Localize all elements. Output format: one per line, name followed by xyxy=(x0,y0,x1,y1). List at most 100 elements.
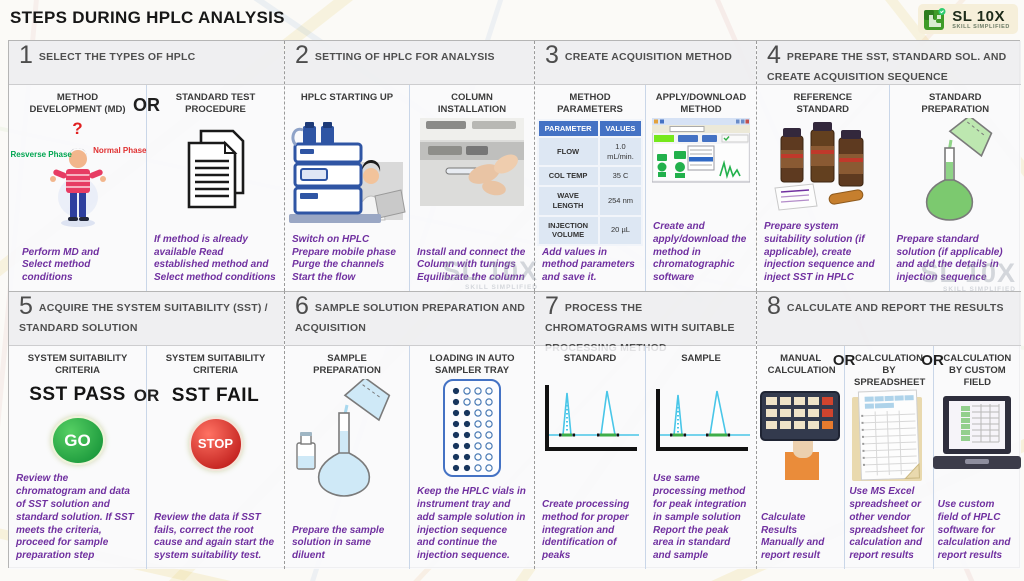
logo-name: SL 10X xyxy=(952,7,1005,25)
cell-caption: Use custom field of HPLC software for ca… xyxy=(937,499,1011,562)
cell-caption: Use same processing method for peak inte… xyxy=(653,473,747,562)
panel-3-header: 3 CREATE ACQUISITION METHOD xyxy=(535,41,756,85)
panel-8-title: CALCULATE AND REPORT THE RESULTS xyxy=(786,302,1004,314)
chromatography-software-screenshot xyxy=(652,116,750,208)
panel-1-header: 1 SELECT THE TYPES OF HPLC xyxy=(9,41,284,85)
laptop-spreadsheet-icon xyxy=(931,389,1023,487)
panel-1-title: SELECT THE TYPES OF HPLC xyxy=(38,51,196,63)
cell-caption: Create and apply/download the method in … xyxy=(653,221,747,284)
cell-caption: Prepare system suitability solution (if … xyxy=(764,221,875,284)
cell-hplc-starting-up: HPLC STARTING UP xyxy=(285,85,409,291)
cell-heading: METHOD PARAMETERS xyxy=(557,92,623,115)
cell-column-installation: COLUMN INSTALLATION xyxy=(409,85,534,291)
cell-heading: STANDARD TEST PROCEDURE xyxy=(175,92,256,115)
cell-heading: METHOD DEVELOPMENT (MD) xyxy=(29,92,126,115)
cell-method-development: METHOD DEVELOPMENT (MD) ? Resverse Phase… xyxy=(9,85,147,291)
panel-process-chromatograms: 7 PROCESS THE CHROMATOGRAMS WITH SUITABLE… xyxy=(534,291,756,569)
logo-tagline: SKILL SIMPLIFIED xyxy=(952,23,1010,30)
cell-caption: Install and connect the Column with tuni… xyxy=(417,246,526,284)
documents-icon xyxy=(177,116,255,228)
or-label: OR xyxy=(832,352,856,369)
values-col-header: VALUES xyxy=(597,118,644,138)
cell-heading: HPLC STARTING UP xyxy=(300,92,394,103)
panel-prepare-sst-standard: 4 PREPARE THE SST, STANDARD SOL. AND CREA… xyxy=(756,41,1021,291)
panel-2-number: 2 xyxy=(295,41,309,69)
cell-heading: MANUAL CALCULATION xyxy=(767,353,836,376)
panel-calculate-report: 8 CALCULATE AND REPORT THE RESULTS OR OR … xyxy=(756,291,1023,569)
cell-heading: SAMPLE PREPARATION xyxy=(313,353,381,376)
cell-reference-standard: REFERENCE STANDARD xyxy=(757,85,889,291)
panel-5-header: 5 ACQUIRE THE SYSTEM SUITABILITY (SST) / … xyxy=(9,292,284,346)
table-row: COL TEMP 35 C xyxy=(536,165,644,187)
panel-acquire-sst: 5 ACQUIRE THE SYSTEM SUITABILITY (SST) / … xyxy=(9,291,284,569)
chromatogram-sample-icon xyxy=(650,376,752,468)
panel-8-number: 8 xyxy=(767,292,781,320)
puzzle-icon xyxy=(924,8,946,30)
cell-heading: SYSTEM SUITABILITY CRITERIA xyxy=(27,353,128,376)
cell-heading: CALCULATION BY SPREADSHEET xyxy=(853,353,926,388)
cell-custom-field-calculation: CALCULATION BY CUSTOM FIELD xyxy=(931,346,1023,569)
stop-badge: STOP xyxy=(188,416,243,471)
or-label: OR xyxy=(133,95,160,115)
cell-heading: SAMPLE xyxy=(681,353,721,364)
or-label: OR xyxy=(921,352,944,369)
cell-autosampler-loading: LOADING IN AUTO SAMPLER TRAY xyxy=(409,346,534,569)
panel-5-number: 5 xyxy=(19,292,33,320)
panel-6-title: SAMPLE SOLUTION PREPARATION AND ACQUISIT… xyxy=(295,302,526,334)
cell-caption: Prepare standard solution (if applicable… xyxy=(896,233,1003,284)
panel-sample-preparation: 6 SAMPLE SOLUTION PREPARATION AND ACQUISI… xyxy=(284,291,534,569)
panel-6-number: 6 xyxy=(295,292,309,320)
sample-flask-icon xyxy=(289,377,405,503)
cell-caption: Perform MD and Select method conditions xyxy=(22,246,100,284)
cell-heading: CALCULATION BY CUSTOM FIELD xyxy=(943,353,1012,388)
panel-3-title: CREATE ACQUISITION METHOD xyxy=(564,51,733,63)
cell-caption: Keep the HPLC vials in instrument tray a… xyxy=(417,486,526,562)
panel-7-header: 7 PROCESS THE CHROMATOGRAMS WITH SUITABLE… xyxy=(535,292,756,354)
cell-heading: COLUMN INSTALLATION xyxy=(437,92,507,115)
cell-standard-preparation: STANDARD PREPARATION Prepare xyxy=(888,85,1022,291)
panel-1-number: 1 xyxy=(19,41,33,69)
cell-caption: Review the data if SST fails, correct th… xyxy=(154,511,275,562)
cell-sample-chromatogram: SAMPLE Use same processing method f xyxy=(645,346,756,569)
cell-caption: Prepare the sample solution in same dilu… xyxy=(292,524,385,562)
question-mark: ? xyxy=(72,118,83,138)
param-name: FLOW xyxy=(536,135,600,168)
cell-heading: APPLY/DOWNLOAD METHOD xyxy=(655,92,747,115)
cell-sst-fail: SYSTEM SUITABILITY CRITERIA SST FAIL STO… xyxy=(146,346,284,569)
panel-6-header: 6 SAMPLE SOLUTION PREPARATION AND ACQUISI… xyxy=(285,292,534,346)
reference-vials-photo xyxy=(767,116,879,218)
spreadsheet-icon xyxy=(850,389,928,487)
or-label: OR xyxy=(133,386,160,405)
column-installation-photo xyxy=(420,116,524,212)
standard-flask-icon xyxy=(907,116,1003,226)
cell-method-parameters: METHOD PARAMETERS PARAMETER VALUES FLOW … xyxy=(535,85,645,291)
panel-4-number: 4 xyxy=(767,41,781,69)
cell-heading: LOADING IN AUTO SAMPLER TRAY xyxy=(429,353,515,376)
calculator-icon xyxy=(759,387,843,485)
panel-create-acquisition-method: 3 CREATE ACQUISITION METHOD METHOD PARAME… xyxy=(534,41,756,291)
panel-3-number: 3 xyxy=(545,41,559,69)
cell-manual-calculation: MANUAL CALCULATION xyxy=(757,346,844,569)
cell-caption: Create processing method for proper inte… xyxy=(542,499,630,562)
cell-heading: STANDARD xyxy=(563,353,617,364)
cell-sst-pass: SYSTEM SUITABILITY CRITERIA SST PASS GO … xyxy=(9,346,146,569)
table-row: INJECTION VOLUME 20 µL xyxy=(536,214,644,246)
panel-4-title: PREPARE THE SST, STANDARD SOL. AND CREAT… xyxy=(767,51,1007,83)
chromatogram-standard-icon xyxy=(539,376,641,468)
cell-heading: SYSTEM SUITABILITY CRITERIA xyxy=(165,353,266,376)
panel-8-header: 8 CALCULATE AND REPORT THE RESULTS xyxy=(757,292,1021,346)
normal-phase-label: Normal Phase xyxy=(93,145,147,155)
panel-select-hplc-type: 1 SELECT THE TYPES OF HPLC OR METHOD DEVE… xyxy=(9,41,284,291)
param-value: 35 C xyxy=(597,165,644,187)
reverse-phase-label: Resverse Phase xyxy=(10,149,72,159)
param-value: 1.0 mL/min. xyxy=(597,135,644,168)
table-row: FLOW 1.0 mL/min. xyxy=(536,135,644,168)
cell-caption: Switch on HPLC Prepare mobile phase Purg… xyxy=(292,233,396,284)
cell-sample-prep: SAMPLE PREPARATION xyxy=(285,346,409,569)
cell-caption: Calculate Results Manually and report re… xyxy=(761,511,825,562)
hplc-instrument-icon xyxy=(287,115,407,234)
panel-hplc-setting: 2 SETTING OF HPLC FOR ANALYSIS HPLC START… xyxy=(284,41,534,291)
cell-heading: REFERENCE STANDARD xyxy=(793,92,853,115)
cell-standard-test-procedure: STANDARD TEST PROCEDURE If method is alr… xyxy=(146,85,284,291)
cell-caption: Add values in method parameters and save… xyxy=(542,246,635,284)
